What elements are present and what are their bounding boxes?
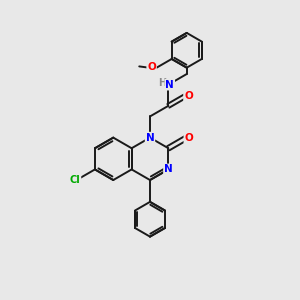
- Text: O: O: [184, 133, 193, 143]
- Text: N: N: [146, 133, 154, 142]
- Text: O: O: [184, 91, 193, 101]
- Text: O: O: [147, 62, 156, 72]
- Text: N: N: [164, 164, 173, 174]
- Text: N: N: [166, 80, 174, 90]
- Text: Cl: Cl: [70, 175, 80, 185]
- Text: H: H: [158, 78, 166, 88]
